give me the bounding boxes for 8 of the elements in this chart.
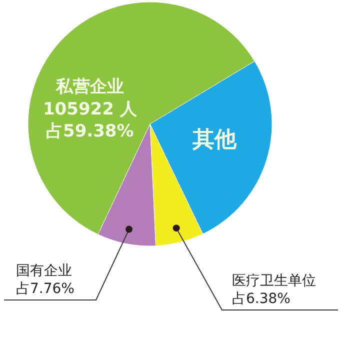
slice-label: 私营企业 (54, 77, 124, 98)
slice-label: 其他 (191, 128, 238, 153)
data-label: 占59.38% (46, 121, 134, 142)
data-label: 占7.76% (16, 281, 74, 298)
slice-label: 国有企业 (16, 263, 72, 279)
text: 105922 人 (42, 99, 138, 120)
slice-label: 医疗卫生单位 (232, 273, 316, 289)
data-label: 占6.38% (232, 291, 290, 308)
